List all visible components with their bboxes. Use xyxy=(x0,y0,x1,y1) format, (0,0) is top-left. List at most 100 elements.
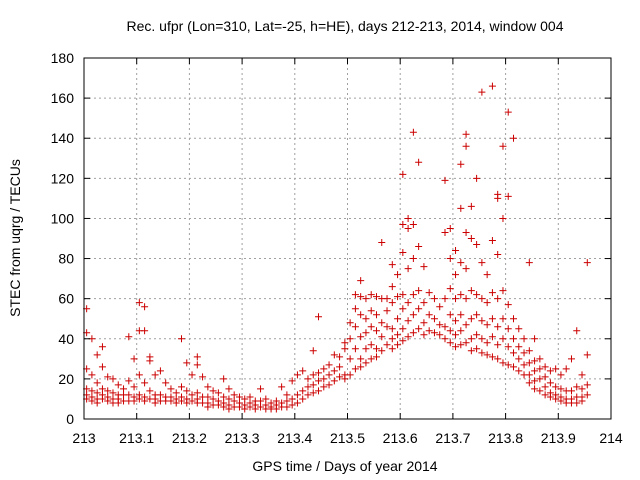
data-point xyxy=(488,237,496,245)
data-point xyxy=(304,375,312,383)
data-point xyxy=(520,361,528,369)
data-point xyxy=(362,315,370,323)
data-point xyxy=(98,363,106,371)
data-point xyxy=(536,387,544,395)
x-tick-label: 214 xyxy=(599,430,623,446)
data-point xyxy=(504,343,512,351)
data-point xyxy=(341,339,349,347)
data-point xyxy=(415,243,423,251)
data-point xyxy=(504,301,512,309)
data-point xyxy=(151,371,159,379)
data-point xyxy=(478,295,486,303)
data-point xyxy=(167,385,175,393)
data-point xyxy=(457,327,465,335)
data-point xyxy=(420,263,428,271)
data-point xyxy=(541,391,549,399)
data-point xyxy=(188,371,196,379)
data-point xyxy=(283,397,291,405)
data-point xyxy=(135,395,143,403)
data-point xyxy=(462,265,470,273)
data-point xyxy=(399,291,407,299)
data-point xyxy=(467,335,475,343)
data-point xyxy=(204,403,212,411)
data-point xyxy=(430,315,438,323)
y-tick-label: 140 xyxy=(51,130,75,146)
data-point xyxy=(315,369,323,377)
data-point xyxy=(531,335,539,343)
data-point xyxy=(520,349,528,357)
data-point xyxy=(546,367,554,375)
data-point xyxy=(341,345,349,353)
data-point xyxy=(520,335,528,343)
data-point xyxy=(372,327,380,335)
data-point xyxy=(441,228,449,236)
data-point xyxy=(478,259,486,267)
data-point xyxy=(346,371,354,379)
data-point xyxy=(388,283,396,291)
data-point xyxy=(325,361,333,369)
data-point xyxy=(488,315,496,323)
data-point xyxy=(293,391,301,399)
y-tick-label: 60 xyxy=(58,291,74,307)
data-point xyxy=(378,319,386,327)
data-point xyxy=(457,160,465,168)
data-point xyxy=(409,128,417,136)
data-point xyxy=(367,307,375,315)
data-point xyxy=(388,335,396,343)
data-point xyxy=(378,333,386,341)
data-point xyxy=(299,367,307,375)
data-point xyxy=(367,355,375,363)
data-point xyxy=(309,347,317,355)
data-point xyxy=(399,220,407,228)
data-point xyxy=(262,395,270,403)
data-point xyxy=(441,295,449,303)
data-point xyxy=(104,373,112,381)
y-axis-title: STEC from uqrg / TECUs xyxy=(7,159,23,317)
data-point xyxy=(299,395,307,403)
data-point xyxy=(104,387,112,395)
data-point xyxy=(378,239,386,247)
data-point xyxy=(346,355,354,363)
data-point xyxy=(372,353,380,361)
data-point xyxy=(452,331,460,339)
data-point xyxy=(415,325,423,333)
data-point xyxy=(225,405,233,413)
data-point xyxy=(404,224,412,232)
data-point xyxy=(552,383,560,391)
data-point xyxy=(573,327,581,335)
data-point xyxy=(446,255,454,263)
data-point xyxy=(125,377,133,385)
data-point xyxy=(357,311,365,319)
data-point xyxy=(462,339,470,347)
x-tick-label: 213.9 xyxy=(541,430,576,446)
data-point xyxy=(499,335,507,343)
data-point xyxy=(525,359,533,367)
x-tick-label: 213.2 xyxy=(172,430,207,446)
data-point xyxy=(167,397,175,405)
data-point xyxy=(315,377,323,385)
data-point xyxy=(330,377,338,385)
data-point xyxy=(346,335,354,343)
data-point xyxy=(88,397,96,405)
data-point xyxy=(573,383,581,391)
data-point xyxy=(457,259,465,267)
data-point xyxy=(531,357,539,365)
data-point xyxy=(125,333,133,341)
data-point xyxy=(452,317,460,325)
data-point xyxy=(220,393,228,401)
data-point xyxy=(257,385,265,393)
data-point xyxy=(320,365,328,373)
data-point xyxy=(193,353,201,361)
data-point xyxy=(446,327,454,335)
data-point xyxy=(388,261,396,269)
data-point xyxy=(351,323,359,331)
data-point xyxy=(462,228,470,236)
data-point xyxy=(446,285,454,293)
data-point xyxy=(225,395,233,403)
x-tick-label: 213.3 xyxy=(225,430,260,446)
data-point xyxy=(125,391,133,399)
data-point xyxy=(510,349,518,357)
data-point xyxy=(93,351,101,359)
data-point xyxy=(499,315,507,323)
data-point xyxy=(504,361,512,369)
